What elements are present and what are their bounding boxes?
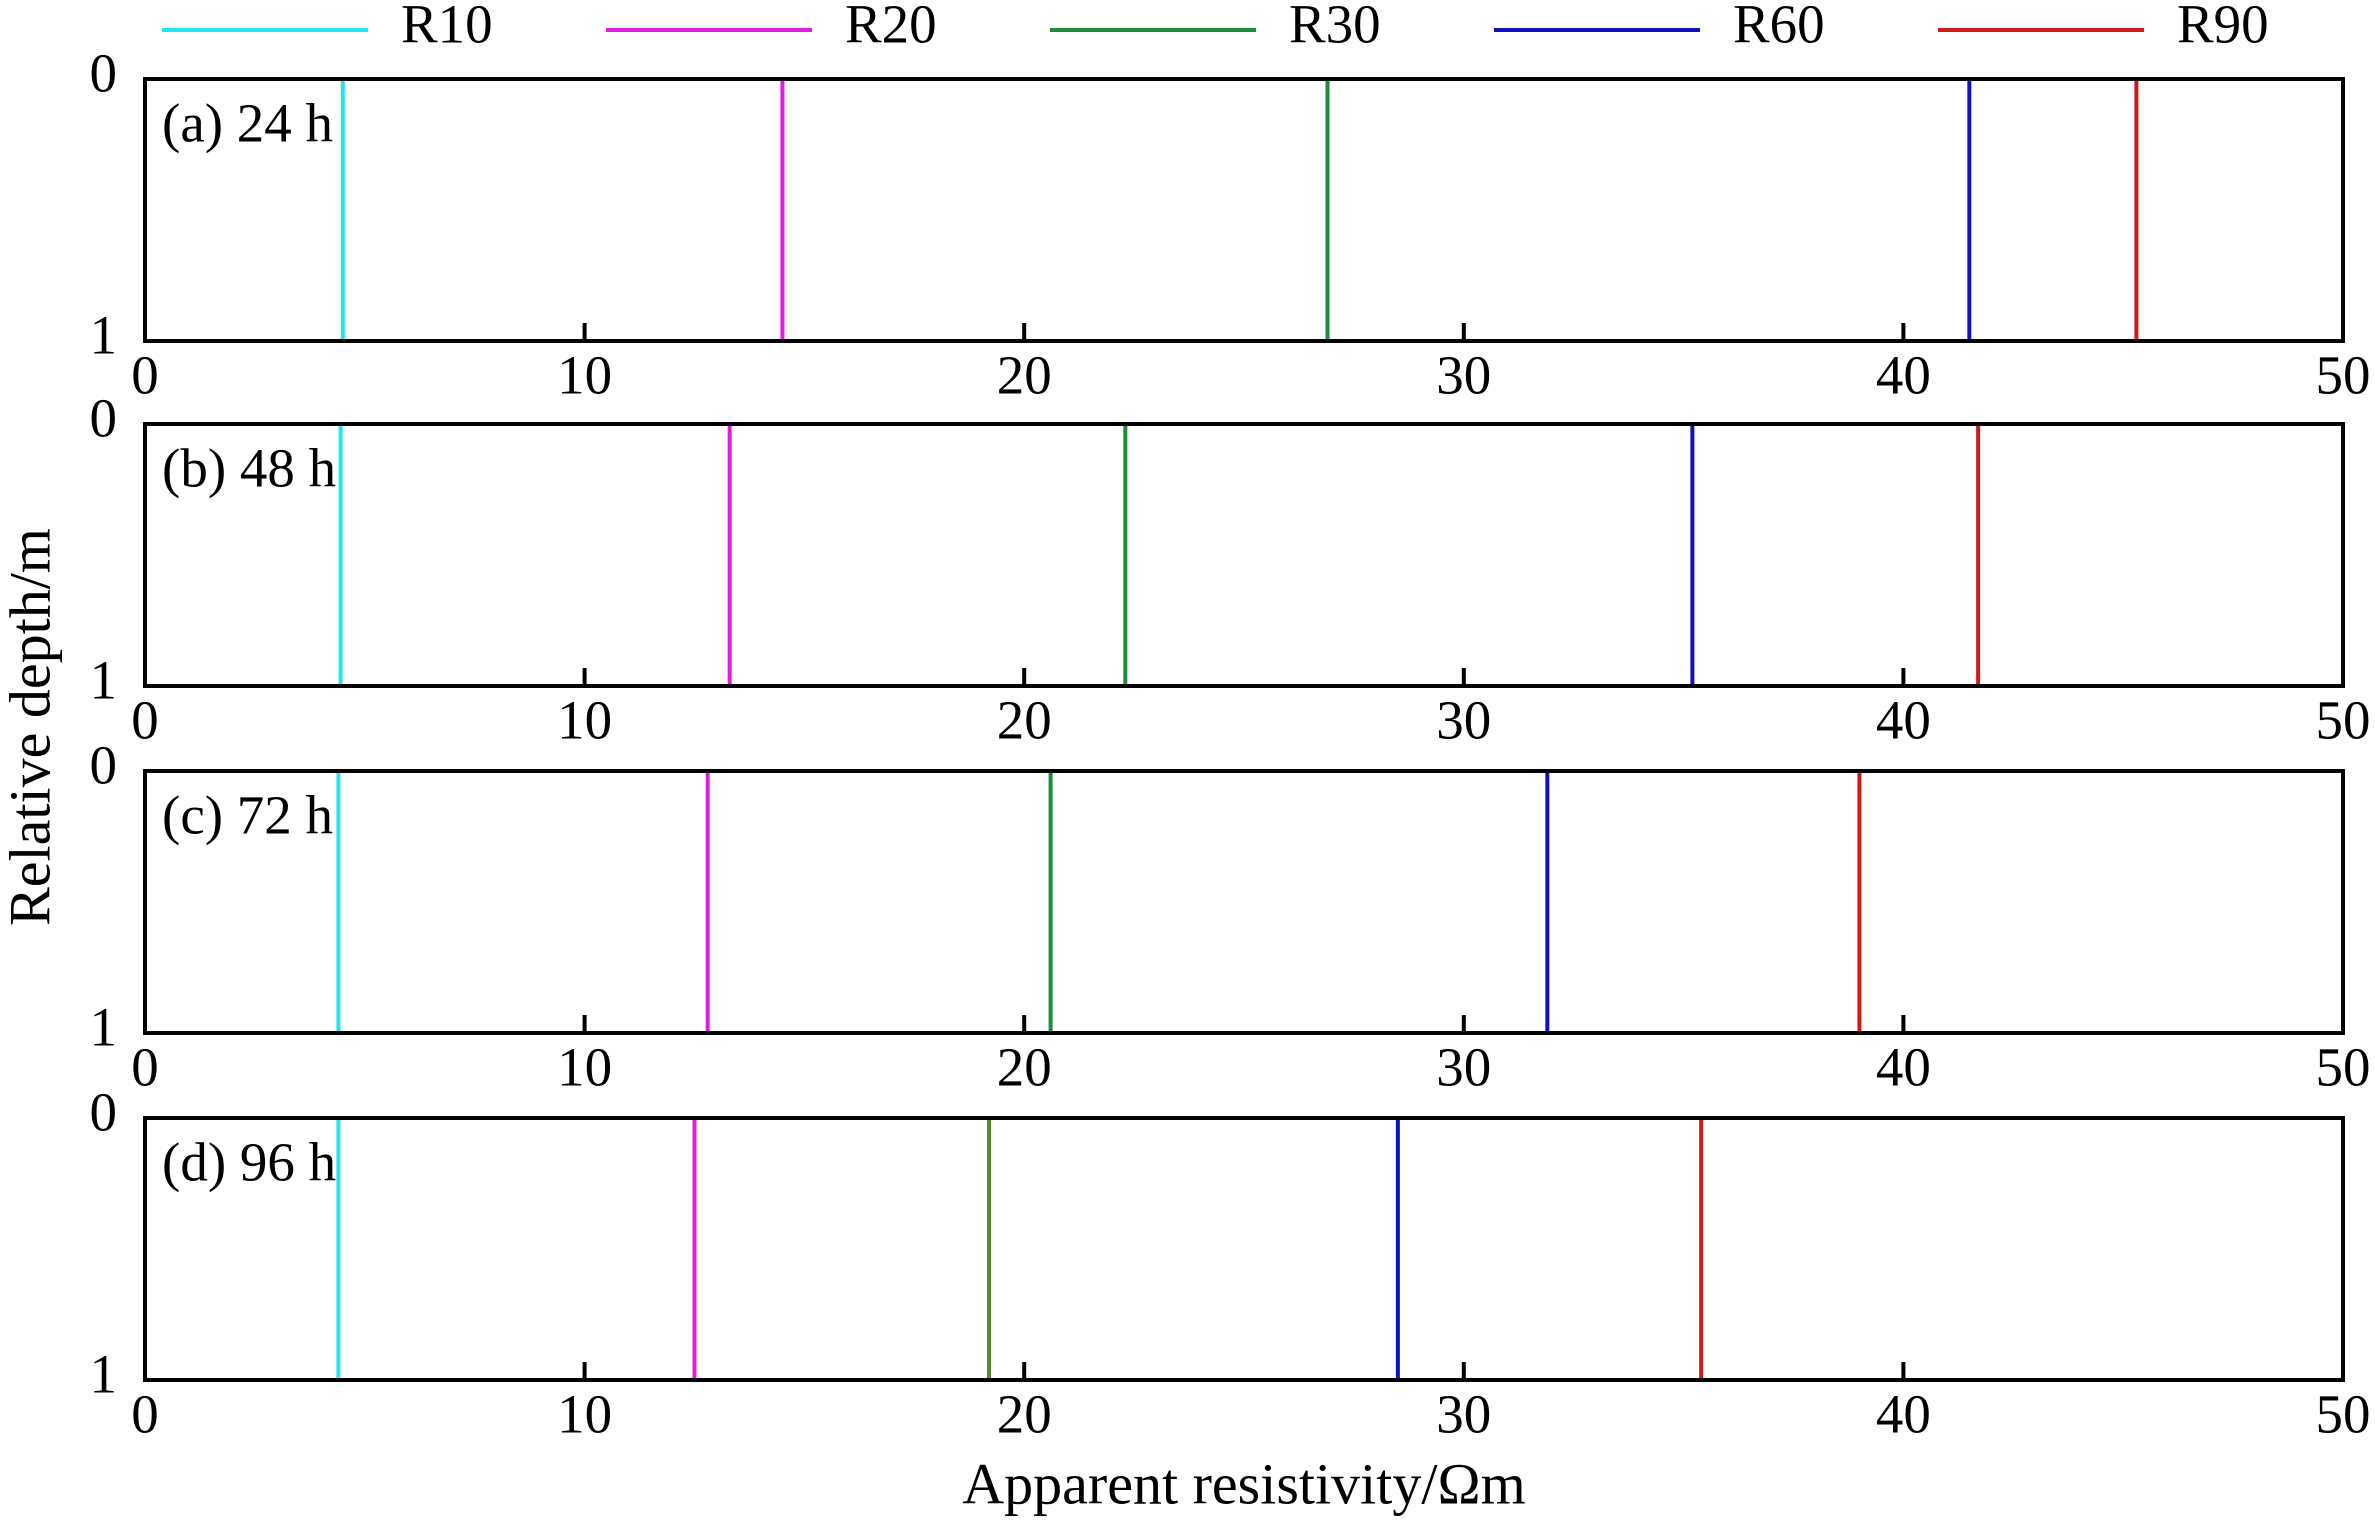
x-axis-label: Apparent resistivity/Ωm [962, 1451, 1525, 1516]
legend-label: R30 [1289, 0, 1381, 55]
x-tick-label: 40 [1876, 1384, 1931, 1445]
y-tick-label: 1 [90, 650, 118, 711]
x-tick-label: 0 [131, 345, 159, 406]
x-tick-label: 40 [1876, 345, 1931, 406]
x-tick-label: 10 [557, 1037, 612, 1098]
x-tick-label: 10 [557, 690, 612, 751]
legend-label: R60 [1733, 0, 1825, 55]
x-tick-label: 30 [1436, 1037, 1491, 1098]
legend-label: R20 [845, 0, 937, 55]
x-tick-label: 20 [997, 1384, 1052, 1445]
plot-frame [143, 1116, 2345, 1382]
plot-frame [143, 769, 2345, 1035]
x-tick-label: 20 [997, 690, 1052, 751]
x-tick-label: 10 [557, 1384, 612, 1445]
x-tick-label: 20 [997, 345, 1052, 406]
x-tick-label: 40 [1876, 690, 1931, 751]
x-tick-label: 50 [2316, 1384, 2371, 1445]
panel-title: (c) 72 h [162, 785, 333, 846]
plot-frame [143, 77, 2345, 343]
x-tick-label: 50 [2316, 690, 2371, 751]
x-tick-label: 0 [131, 1037, 159, 1098]
y-tick-label: 1 [90, 305, 118, 366]
x-tick-label: 30 [1436, 1384, 1491, 1445]
x-tick-label: 10 [557, 345, 612, 406]
legend-label: R90 [2177, 0, 2269, 55]
y-tick-label: 0 [90, 735, 118, 796]
x-tick-label: 30 [1436, 345, 1491, 406]
x-tick-label: 20 [997, 1037, 1052, 1098]
panel-title: (a) 24 h [162, 93, 333, 154]
y-tick-label: 0 [90, 388, 118, 449]
x-tick-label: 0 [131, 1384, 159, 1445]
plot-frame [143, 422, 2345, 688]
y-tick-label: 0 [90, 43, 118, 104]
y-tick-label: 0 [90, 1082, 118, 1143]
y-tick-label: 1 [90, 1344, 118, 1405]
y-axis-label: Relative depth/m [0, 528, 62, 926]
panel-title: (d) 96 h [162, 1132, 336, 1193]
x-tick-label: 50 [2316, 345, 2371, 406]
y-tick-label: 1 [90, 997, 118, 1058]
legend-label: R10 [401, 0, 493, 55]
x-tick-label: 40 [1876, 1037, 1931, 1098]
x-tick-label: 30 [1436, 690, 1491, 751]
x-tick-label: 0 [131, 690, 159, 751]
panel-title: (b) 48 h [162, 438, 336, 499]
x-tick-label: 50 [2316, 1037, 2371, 1098]
